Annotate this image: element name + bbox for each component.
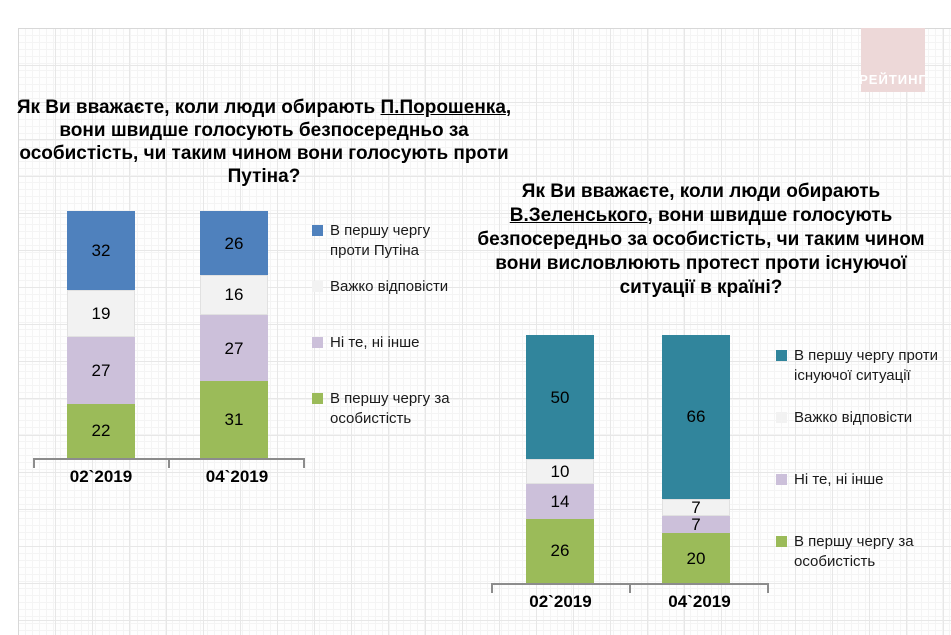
bar-segment: 26	[526, 518, 594, 583]
stacked-bar-plot-poroshenko: 32 19 27 22 26 16 27 31	[67, 211, 268, 458]
title-underlined-text: В.Зеленського	[509, 205, 648, 226]
bar-value-label: 7	[691, 515, 701, 535]
chart-title-poroshenko: Як Ви вважаєте, коли люди обирають П.Пор…	[8, 96, 520, 188]
legend-item: Важко відповісти	[312, 277, 470, 333]
bar-value-label: 66	[686, 407, 706, 427]
graph-paper-background	[18, 28, 951, 635]
bar-segment: 22	[67, 403, 135, 458]
bar-value-label: 27	[224, 338, 244, 358]
legend-item: В першу чергу проти існуючої ситуації	[776, 346, 946, 408]
legend-label: Ні те, ні інше	[794, 471, 884, 488]
bar-value-label: 32	[91, 241, 111, 261]
bar-value-label: 50	[550, 387, 570, 407]
bar-segment: 27	[67, 336, 135, 404]
bar-value-label: 27	[91, 360, 111, 380]
bar-segment: 7	[662, 497, 730, 517]
legend-item: Ні те, ні інше	[312, 333, 470, 389]
bar-segment: 16	[200, 275, 268, 315]
axis-tick	[767, 585, 769, 593]
axis-tick	[33, 460, 35, 468]
x-axis-label: 02`2019	[529, 592, 592, 611]
stacked-bar-04`2019: 66 7 7 20	[662, 335, 730, 583]
title-text: Як Ви вважаєте, коли люди обирають	[16, 97, 381, 118]
x-axis-label: 04`2019	[668, 592, 731, 611]
x-axis-label: 02`2019	[69, 467, 133, 486]
bar-segment: 14	[526, 483, 594, 519]
legend-label: В першу чергу проти існуючої ситуації	[794, 347, 939, 384]
rating-group-logo: РЕЙТИНГ	[859, 28, 927, 92]
legend-label: В першу чергу за особистість	[330, 390, 450, 427]
legend-color-swatch	[776, 350, 787, 361]
stacked-bar-02`2019: 50 10 14 26	[526, 335, 594, 583]
bar-value-label: 7	[691, 497, 701, 517]
x-axis-zelensky	[491, 583, 769, 593]
bar-segment: 10	[526, 459, 594, 484]
legend-item: В першу чергу проти Путіна	[312, 221, 470, 277]
legend-color-swatch	[312, 337, 323, 348]
legend-poroshenko: В першу чергу проти Путіна Важко відповіс…	[312, 221, 470, 445]
bar-segment: 31	[200, 381, 268, 458]
axis-tick	[168, 460, 170, 468]
legend-item: В першу чергу за особистість	[776, 532, 946, 594]
bar-value-label: 10	[550, 461, 570, 481]
logo-text: РЕЙТИНГ	[859, 72, 927, 87]
title-text: , вони швидше голосують безпосередньо за…	[477, 205, 925, 298]
bar-value-label: 22	[91, 421, 111, 441]
bar-value-label: 14	[550, 491, 570, 511]
stacked-bar-02`2019: 32 19 27 22	[67, 211, 135, 458]
bar-value-label: 31	[224, 410, 244, 430]
x-axis-poroshenko	[33, 458, 305, 468]
bar-value-label: 16	[224, 285, 244, 305]
bar-value-label: 20	[686, 548, 706, 568]
title-text: , вони швидше голосують безпосередньо за…	[19, 97, 512, 187]
axis-tick	[629, 585, 631, 593]
legend-color-swatch	[312, 225, 323, 236]
bar-segment: 32	[67, 211, 135, 291]
bar-value-label: 26	[550, 541, 570, 561]
legend-label: В першу чергу проти Путіна	[330, 222, 431, 259]
bar-segment: 66	[662, 335, 730, 499]
bar-segment: 50	[526, 335, 594, 459]
axis-tick	[303, 460, 305, 468]
title-underlined-text: П.Порошенка	[380, 97, 506, 118]
x-axis-label: 04`2019	[205, 467, 269, 486]
legend-label: Ні те, ні інше	[330, 334, 420, 351]
legend-item: Ні те, ні інше	[776, 470, 946, 532]
bar-segment: 20	[662, 533, 730, 583]
legend-color-swatch	[312, 393, 323, 404]
legend-item: Важко відповісти	[776, 408, 946, 470]
legend-color-swatch	[776, 412, 787, 423]
bar-segment: 26	[200, 211, 268, 276]
legend-label: Важко відповісти	[794, 409, 913, 426]
legend-color-swatch	[776, 474, 787, 485]
axis-tick	[491, 585, 493, 593]
bar-segment: 19	[67, 290, 135, 337]
legend-color-swatch	[776, 536, 787, 547]
bar-segment: 7	[662, 515, 730, 535]
stacked-bar-04`2019: 26 16 27 31	[200, 211, 268, 458]
bar-value-label: 19	[91, 303, 111, 323]
chart-title-zelensky: Як Ви вважаєте, коли люди обирають В.Зел…	[465, 180, 937, 300]
bar-segment: 27	[200, 314, 268, 382]
legend-item: В першу чергу за особистість	[312, 389, 470, 445]
bar-value-label: 26	[224, 233, 244, 253]
legend-color-swatch	[312, 281, 323, 292]
title-text: Як Ви вважаєте, коли люди обирають	[521, 181, 881, 202]
legend-label: Важко відповісти	[330, 278, 449, 295]
legend-zelensky: В першу чергу проти існуючої ситуації Важ…	[776, 346, 946, 594]
stacked-bar-plot-zelensky: 50 10 14 26 66 7 7 20	[526, 335, 730, 583]
legend-label: В першу чергу за особистість	[794, 533, 914, 570]
